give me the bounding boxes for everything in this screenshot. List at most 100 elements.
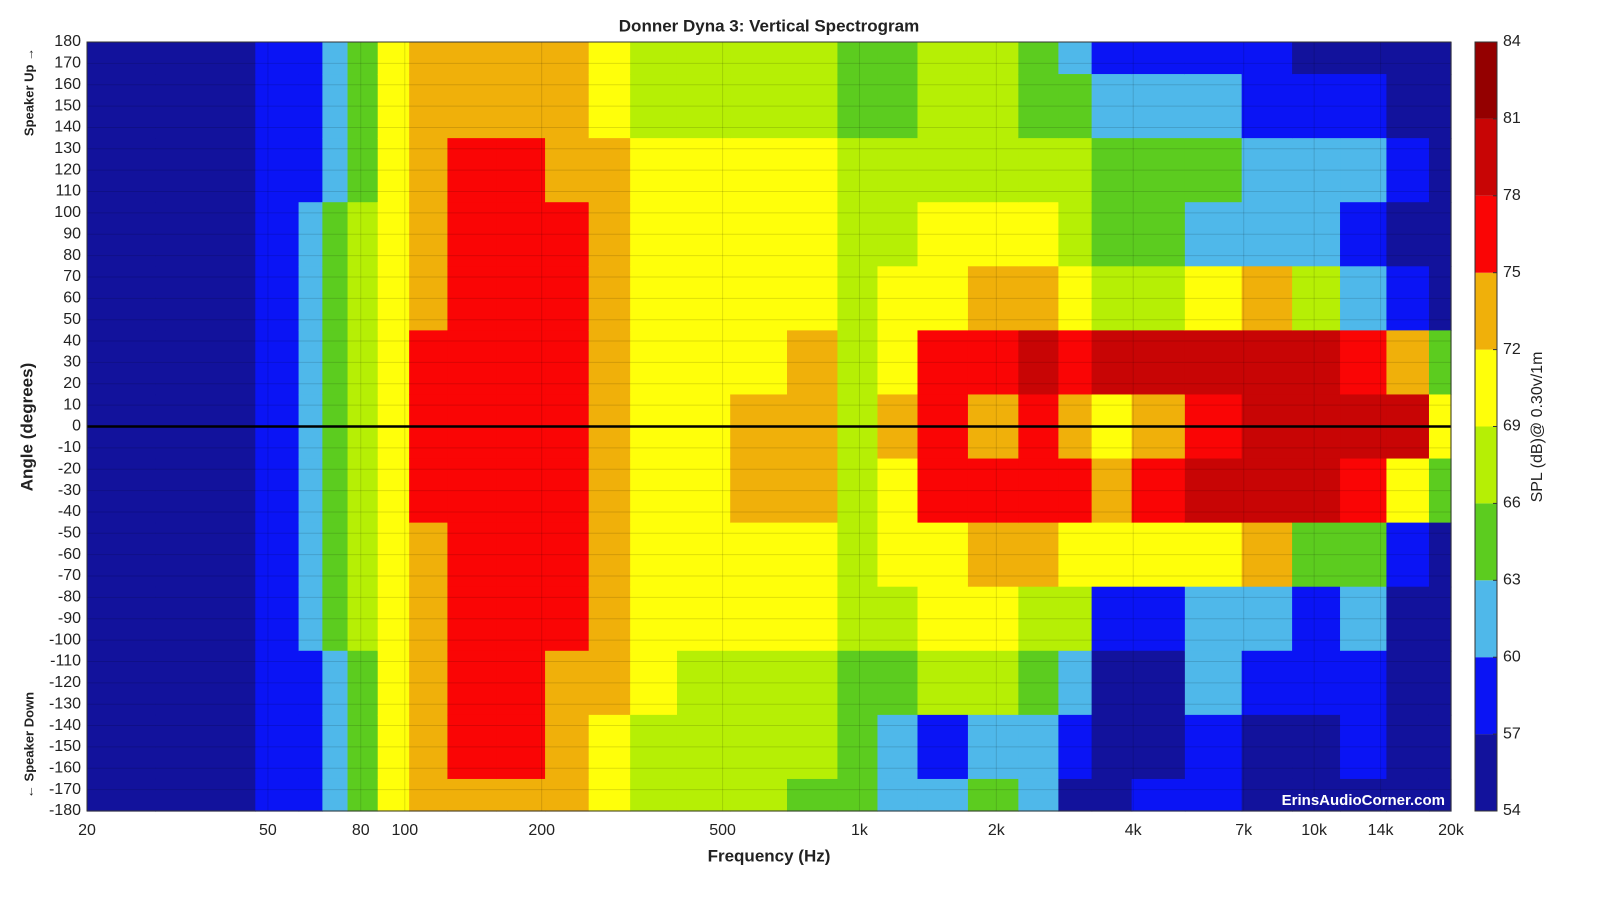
cell [447,266,497,331]
cell [1428,778,1452,812]
y-tick-label: 0 [72,418,81,435]
cell [1184,586,1243,652]
cell [1091,586,1133,652]
cell [630,266,678,331]
x-tick-label: 80 [352,822,370,839]
cell [347,42,379,75]
cell [967,714,1019,780]
cell [877,778,919,812]
cell [877,42,919,75]
cell [155,202,256,267]
y-tick-label: 60 [63,290,81,307]
cell [298,266,323,331]
cell [787,42,839,75]
cell [837,202,879,267]
y-tick-label: -120 [49,674,81,691]
cell [496,266,546,331]
cell [377,330,410,396]
cell [298,202,323,267]
cell [1018,522,1059,588]
cell [1058,522,1093,588]
cell [298,138,323,203]
y-tick-label: -60 [58,546,81,563]
cell [917,330,969,396]
cell [255,330,300,396]
cell [322,266,349,331]
cell [1241,266,1293,331]
cell [588,330,631,396]
colorbar-tick-label: 72 [1503,341,1521,358]
cell [1058,330,1093,396]
cell [1058,266,1093,331]
cell [1131,458,1186,524]
cell [917,74,969,139]
cell [322,330,349,396]
colorbar-tick-label: 60 [1503,648,1521,665]
cell [255,522,300,588]
cell [1340,266,1388,331]
cell [322,74,349,139]
cell [1241,522,1293,588]
cell [347,714,379,780]
cell [730,138,788,203]
cell [87,778,157,812]
cell [630,650,678,716]
plot-frame [86,41,1452,812]
cell [1091,714,1133,780]
cell [837,74,879,139]
cell [87,202,157,267]
y-tick-label: -80 [58,589,81,606]
cell [377,522,410,588]
cell [1292,714,1341,780]
cell [255,650,300,716]
cell [676,138,731,203]
cell [409,138,449,203]
cell [1058,42,1093,75]
y-tick-label: 160 [54,76,81,93]
x-tick-label: 10k [1301,822,1328,839]
cell [1018,266,1059,331]
watermark: ErinsAudioCorner.com [1282,792,1445,809]
cell [298,650,323,716]
y-tick-label: -160 [49,759,81,776]
cell [1428,586,1452,652]
cell [545,138,590,203]
cell [1292,138,1341,203]
cell [496,778,546,812]
cell [1241,586,1293,652]
colorbar-segment [1475,503,1497,581]
cell [1131,330,1186,396]
cell [1018,714,1059,780]
cell [730,586,788,652]
cell [298,586,323,652]
cell [676,266,731,331]
cell [1340,330,1388,396]
cell [322,42,349,75]
x-tick-label: 20 [78,822,96,839]
cell [730,266,788,331]
y-tick-label: -110 [50,653,81,670]
cell [1340,650,1388,716]
cell [1018,42,1059,75]
cell [1131,42,1186,75]
cell [588,714,631,780]
y-tick-label: 170 [54,55,81,72]
cell [630,74,678,139]
cells [87,42,1452,812]
x-tick-label: 4k [1125,822,1143,839]
cell [1091,42,1133,75]
cell [347,330,379,396]
cell [917,138,969,203]
y-tick-label: 100 [54,204,81,221]
colorbar-segment [1475,42,1497,119]
cell [787,522,839,588]
cell [1184,522,1243,588]
cell [1340,42,1388,75]
cell [496,138,546,203]
cell [255,202,300,267]
cell [1386,138,1430,203]
cell [1241,650,1293,716]
cell [967,138,1019,203]
cell [255,74,300,139]
cell [255,586,300,652]
